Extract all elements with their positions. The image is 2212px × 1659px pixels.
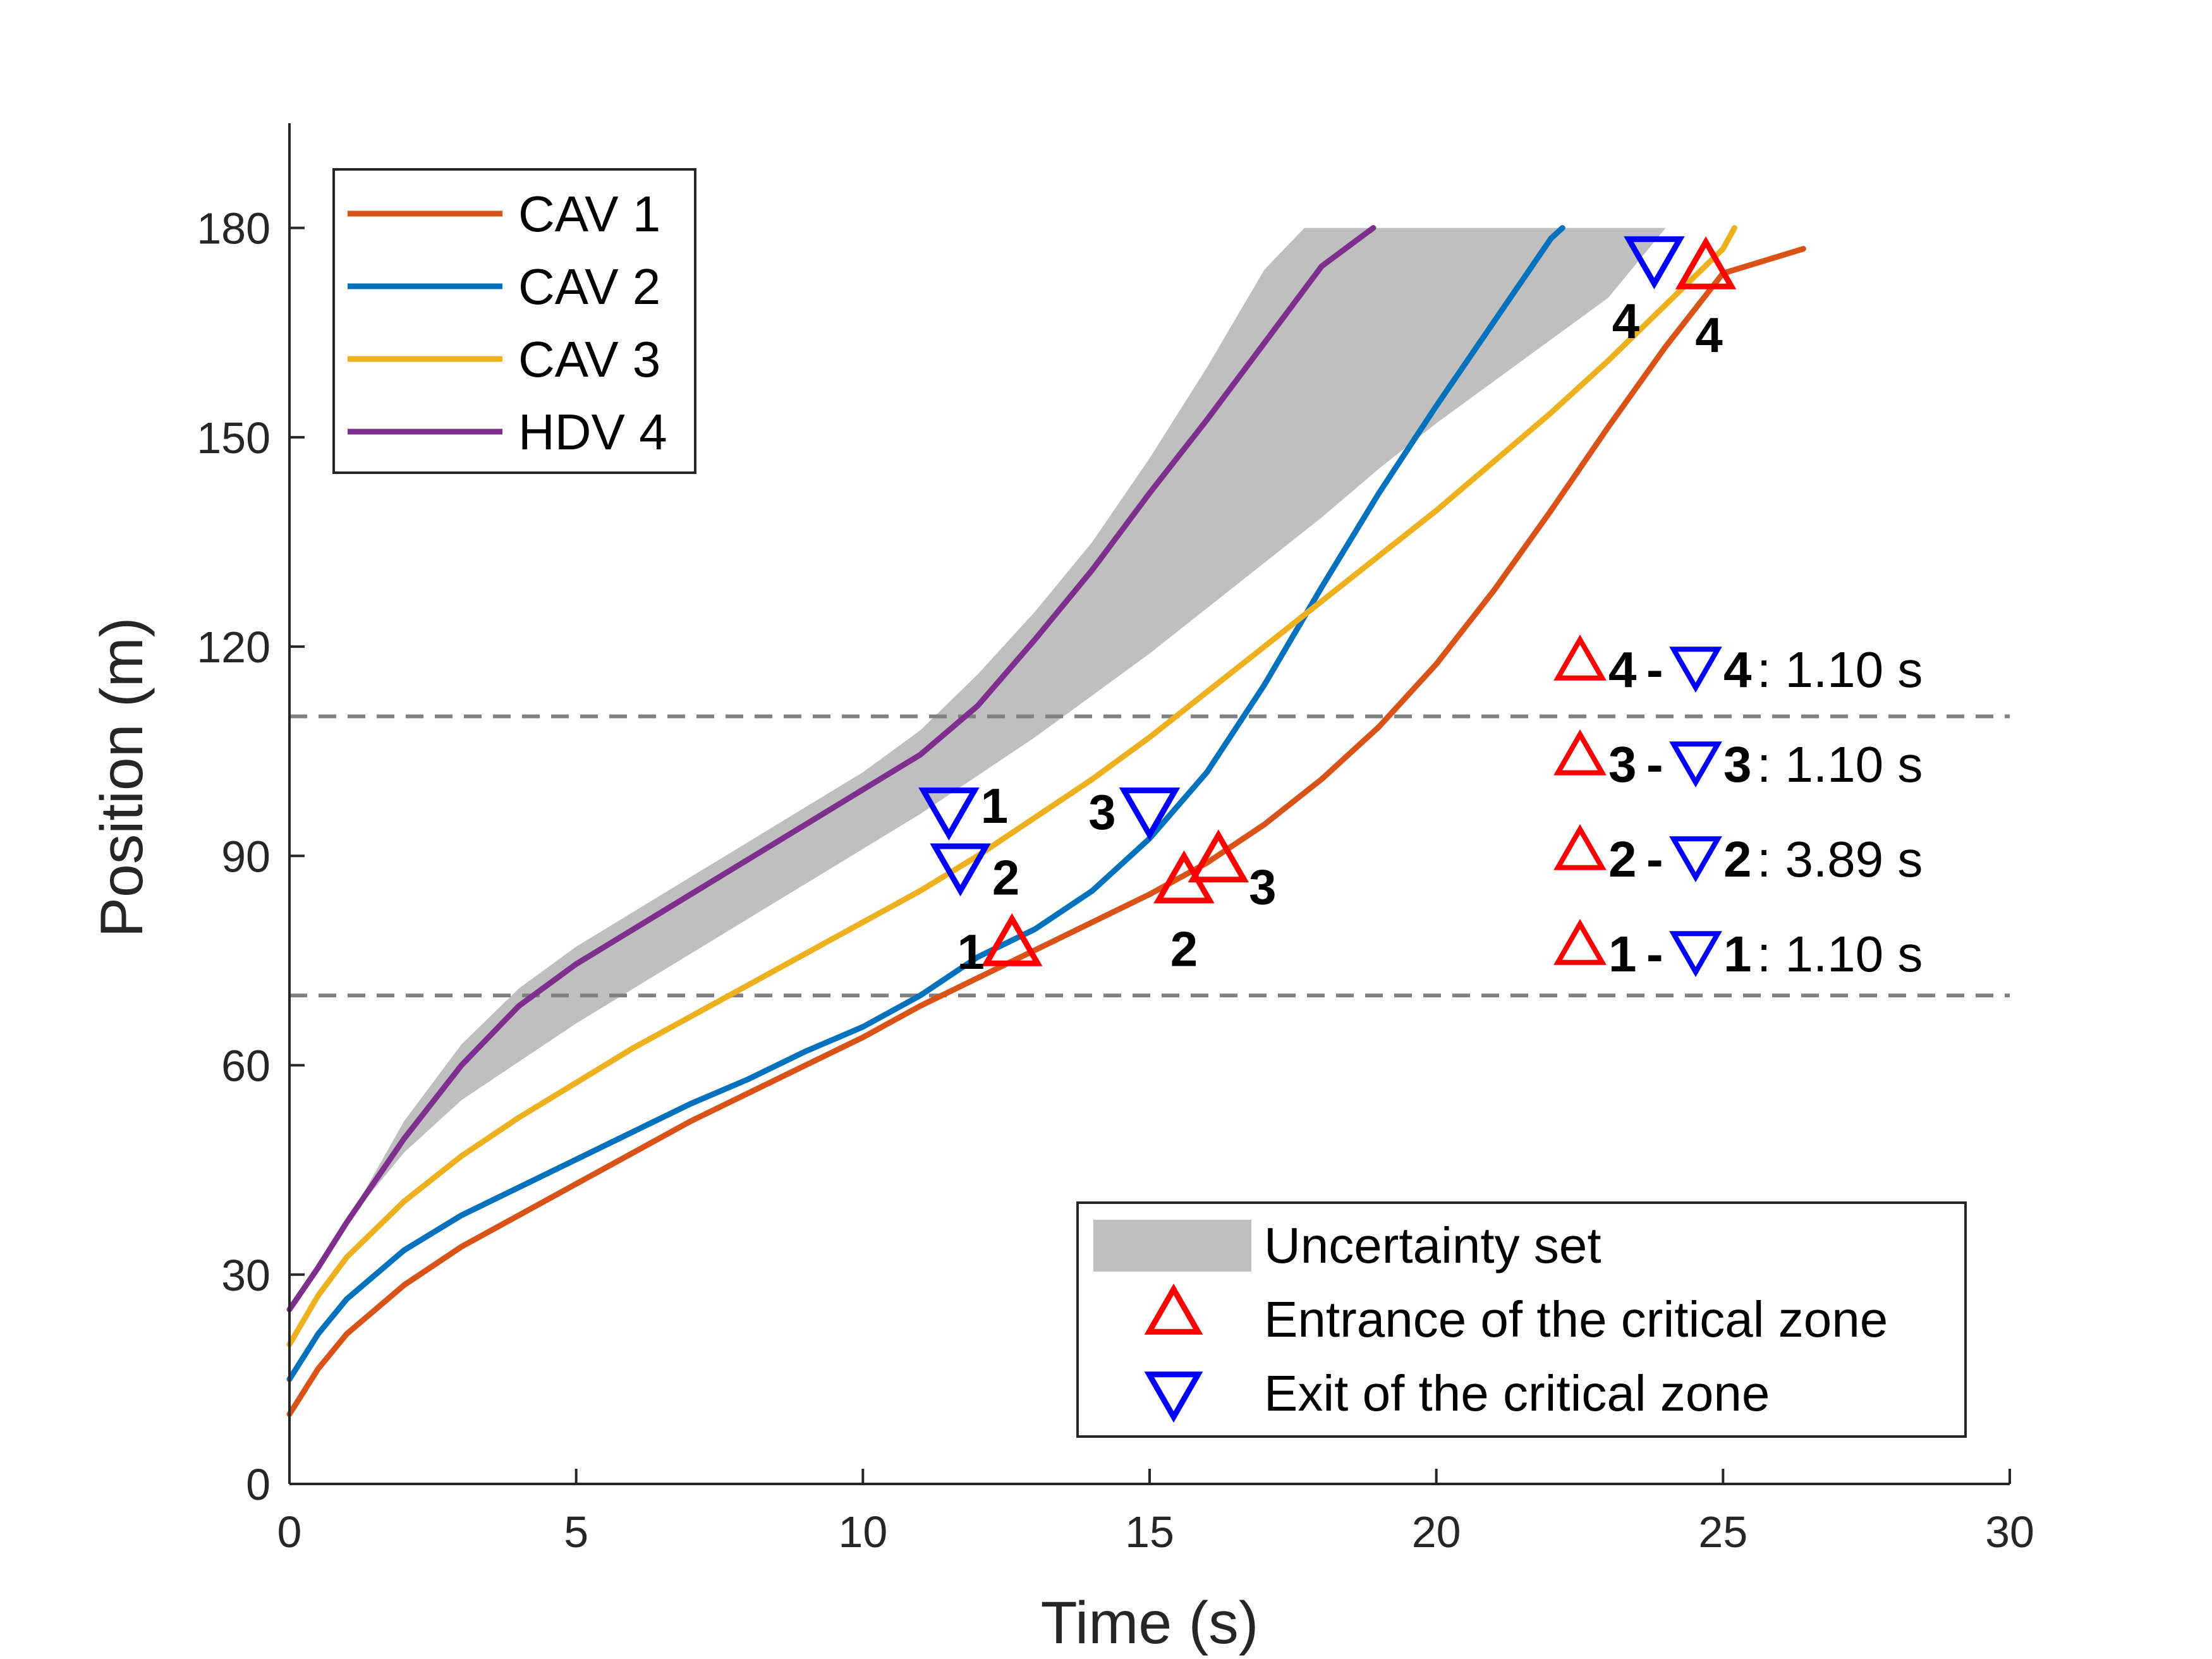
legend-swatch-exit [1144,1371,1203,1423]
duration-entrance-icon [1553,918,1607,965]
duration-entrance-icon [1553,634,1607,681]
duration-row-2: 2-2: 3.89 s [1553,823,1923,887]
entrance-marker-3 [1188,829,1249,883]
y-tick-label: 60 [221,1042,270,1091]
legend-swatch-uncertainty [1093,1220,1251,1272]
duration-exit-icon [1669,741,1722,788]
duration-separator: - [1646,926,1663,982]
duration-separator: - [1646,736,1663,793]
legend-label-uncertainty: Uncertainty set [1264,1217,1601,1273]
duration-exit-label: 4 [1723,641,1752,698]
y-tick-label: 90 [221,832,270,881]
x-tick-label: 20 [1412,1507,1461,1557]
series-line-cav-1 [286,246,1806,1418]
y-tick-label: 180 [197,204,270,253]
y-tick-label: 120 [197,623,270,672]
x-tick-label: 10 [838,1507,887,1557]
y-tick-label: 30 [221,1251,270,1300]
duration-entrance-label: 4 [1608,641,1637,698]
series-line-cav-3 [286,225,1737,1347]
duration-row-1: 1-1: 1.10 s [1553,918,1923,982]
x-tick-label: 5 [564,1507,588,1557]
duration-value: : 1.10 s [1757,926,1923,982]
exit-marker-label-2: 2 [992,849,1019,905]
duration-entrance-icon [1553,729,1607,775]
duration-row-3: 3-3: 1.10 s [1553,729,1923,793]
series-line-cav-2 [286,225,1565,1382]
entrance-marker-1 [981,913,1043,966]
duration-row-4: 4-4: 1.10 s [1553,634,1923,698]
duration-entrance-label: 1 [1608,926,1637,982]
duration-value: : 1.10 s [1757,736,1923,793]
duration-exit-label: 3 [1723,736,1752,793]
exit-marker-3 [1119,787,1181,841]
duration-annotations: 4-4: 1.10 s3-3: 1.10 s2-2: 3.89 s1-1: 1.… [1553,634,1923,982]
entrance-marker-label-2: 2 [1170,921,1198,976]
legend-label-hdv-4: HDV 4 [518,404,667,460]
x-tick-label: 30 [1985,1507,2034,1557]
legend-swatch-entrance [1144,1283,1203,1335]
x-axis-title: Time (s) [1041,1589,1259,1656]
duration-entrance-label: 2 [1608,831,1637,887]
exit-marker-4 [1624,236,1685,289]
legend-label-entrance: Entrance of the critical zone [1264,1291,1888,1347]
exit-marker-label-3: 3 [1088,784,1115,840]
duration-separator: - [1646,641,1663,698]
legend-label-exit: Exit of the critical zone [1264,1365,1770,1421]
y-tick-label: 150 [197,413,270,463]
x-tick-label: 25 [1698,1507,1747,1557]
entrance-marker-label-4: 4 [1695,307,1722,363]
x-tick-label: 0 [277,1507,302,1557]
duration-exit-label: 2 [1723,831,1752,887]
duration-exit-icon [1669,931,1722,978]
duration-separator: - [1646,831,1663,887]
series-line-hdv-4 [286,225,1376,1313]
entrance-marker-label-1: 1 [957,924,985,980]
legend-vehicles: CAV 1 CAV 2 CAV 3 HDV 4 [332,168,696,474]
y-tick-label: 0 [246,1460,270,1509]
series-layer [286,225,1806,1418]
y-axis-title: Position (m) [88,617,155,938]
legend-label-cav-1: CAV 1 [518,186,660,242]
duration-exit-label: 1 [1723,926,1752,982]
legend-markers: Uncertainty set Entrance of the critical … [1076,1201,1967,1438]
entrance-marker-4 [1675,236,1737,289]
duration-value: : 3.89 s [1757,831,1923,887]
exit-marker-label-4: 4 [1612,293,1639,349]
duration-exit-icon [1669,647,1722,693]
exit-marker-2 [930,843,991,897]
legend-vehicles-box [332,168,696,474]
duration-value: : 1.10 s [1757,641,1923,698]
exit-marker-1 [918,787,980,841]
duration-exit-icon [1669,836,1722,883]
exit-marker-label-1: 1 [981,778,1008,834]
duration-entrance-label: 3 [1608,736,1637,793]
duration-entrance-icon [1553,823,1607,870]
entrance-marker-label-3: 3 [1249,859,1276,915]
critical-zone-lines [289,714,2010,998]
uncertainty-layer [289,228,1666,1310]
axes: 0 5 10 15 20 25 30 0 30 60 90 120 150 180 [197,123,2034,1557]
legend-label-cav-2: CAV 2 [518,258,660,315]
x-tick-label: 15 [1125,1507,1174,1557]
legend-label-cav-3: CAV 3 [518,331,660,387]
uncertainty-band [289,228,1666,1310]
